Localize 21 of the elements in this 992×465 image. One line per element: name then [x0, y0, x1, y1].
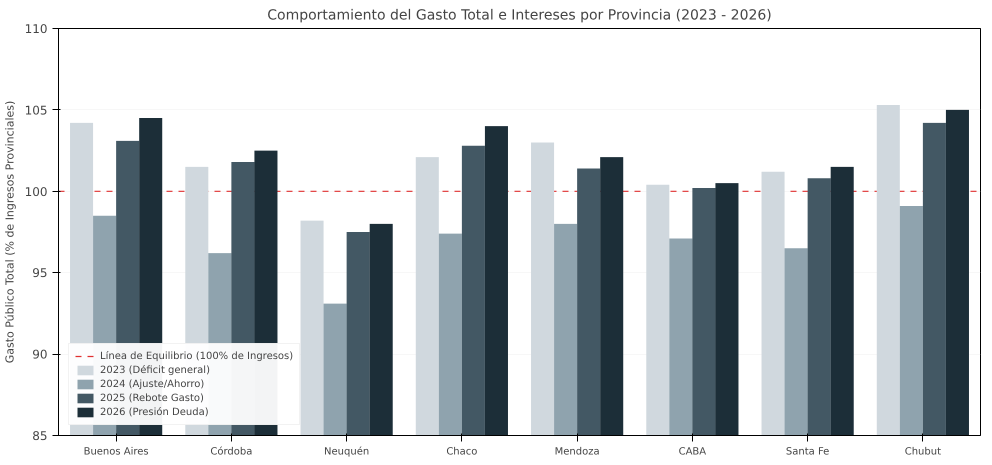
y-tick-label: 105 — [24, 103, 48, 118]
x-tick-label: Chaco — [446, 446, 478, 458]
y-tick-label: 100 — [24, 184, 48, 199]
x-tick-label: Mendoza — [554, 446, 600, 458]
legend-label: 2024 (Ajuste/Ahorro) — [100, 378, 204, 390]
x-tick-label: Buenos Aires — [84, 446, 149, 458]
x-tick-label: Chubut — [904, 446, 942, 458]
y-tick-label: 85 — [32, 429, 48, 443]
legend-label: Línea de Equilibrio (100% de Ingresos) — [100, 350, 294, 362]
x-tick-label: Neuquén — [324, 446, 370, 458]
x-tick-label: Córdoba — [210, 446, 252, 458]
legend-label: 2025 (Rebote Gasto) — [100, 392, 204, 404]
y-tick-label: 95 — [32, 266, 48, 280]
chart-title: Comportamiento del Gasto Total e Intereses por Provincia (2023 - 2026) — [267, 8, 772, 24]
y-tick-label: 90 — [32, 348, 48, 362]
x-tick-label: CABA — [678, 446, 706, 458]
y-tick-label: 110 — [24, 22, 48, 36]
legend-label: 2026 (Presión Deuda) — [100, 406, 209, 418]
x-tick-label: Santa Fe — [786, 446, 830, 458]
legend-label: 2023 (Déficit general) — [100, 364, 210, 376]
y-axis-title: Gasto Público Total (% de Ingresos Provinciales) — [4, 100, 17, 364]
